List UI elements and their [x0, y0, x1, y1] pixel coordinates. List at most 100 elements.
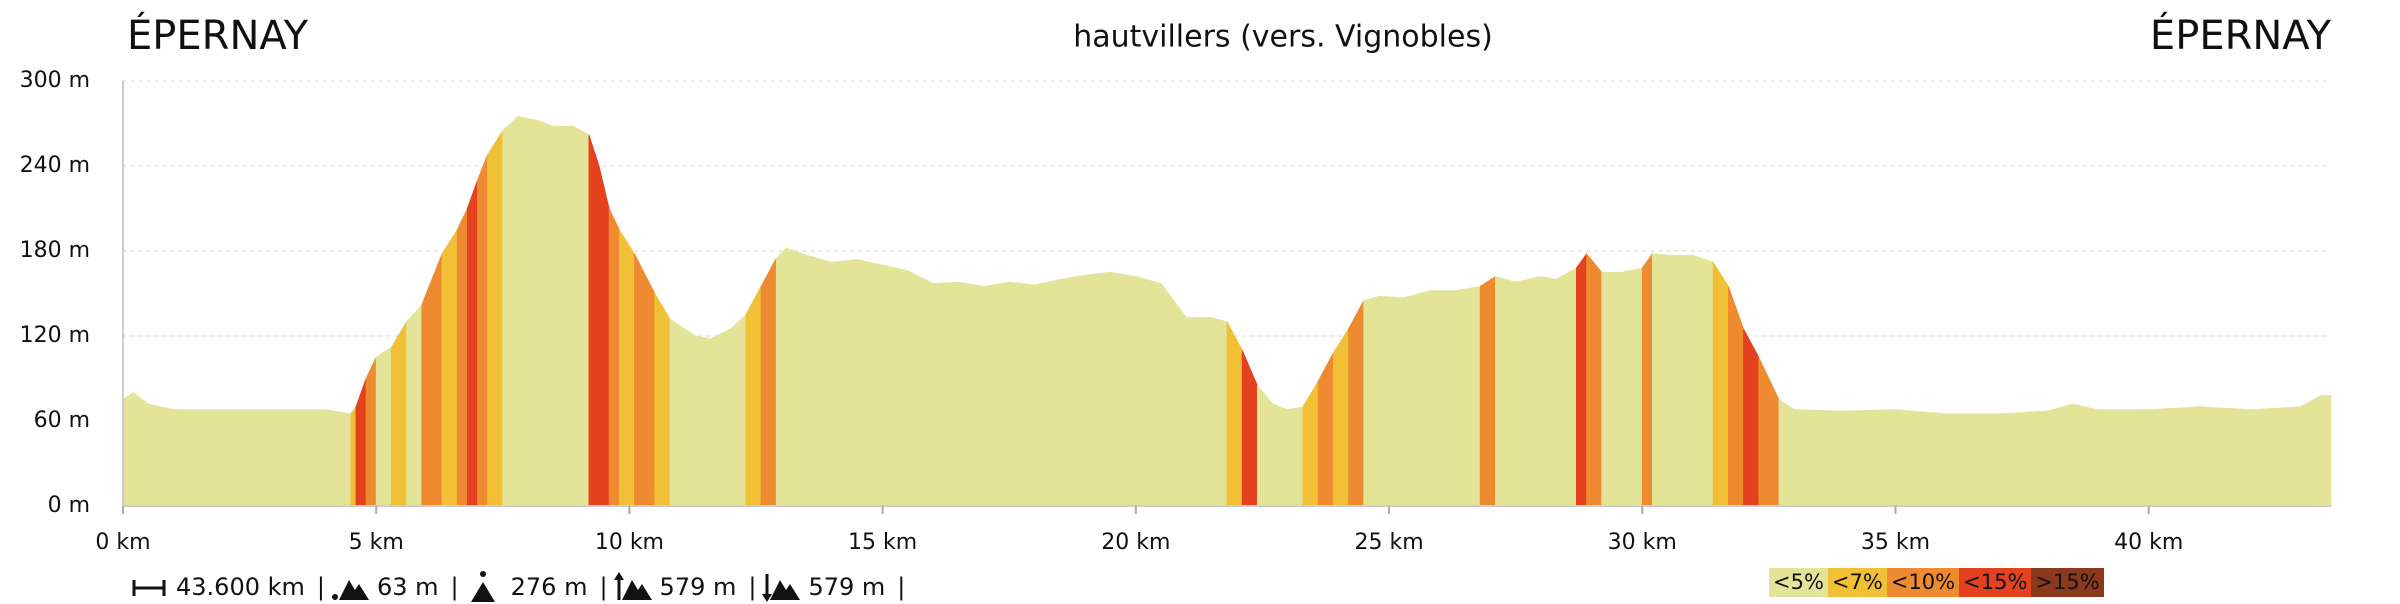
grade-segment — [1429, 290, 1456, 507]
legend-item: <5% — [1769, 568, 1828, 597]
end-label: ÉPERNAY — [2150, 11, 2332, 59]
grade-segment — [1332, 327, 1349, 507]
y-tick-label: 180 m — [20, 238, 90, 263]
grade-segment — [1008, 281, 1035, 507]
grade-segment — [477, 154, 489, 507]
grade-segment — [1945, 413, 1998, 507]
grade-segment — [502, 115, 519, 507]
grade-segment — [806, 254, 833, 507]
grade-segment — [1034, 278, 1061, 507]
grade-segment — [350, 405, 357, 507]
grade-segment — [1793, 409, 1846, 507]
grade-segment — [1454, 285, 1481, 507]
grade-segment — [1540, 276, 1557, 507]
grade-segment — [355, 378, 367, 507]
grade-segment — [2148, 406, 2200, 507]
chart: ÉPERNAY hautvillers (vers. Vignobles) ÉP… — [20, 11, 2332, 555]
separator: | — [450, 573, 459, 601]
grade-segment — [932, 281, 959, 507]
grade-segment — [588, 134, 600, 507]
y-tick-label: 60 m — [34, 408, 90, 433]
x-tick-label: 30 km — [1608, 530, 1677, 555]
grade-segment — [634, 253, 656, 507]
grade-segment — [466, 180, 478, 507]
grade-segment — [537, 120, 554, 507]
x-tick-label: 20 km — [1101, 530, 1170, 555]
stat-icon — [132, 580, 166, 596]
grade-segment — [1317, 352, 1334, 507]
x-tick-label: 15 km — [848, 530, 917, 555]
y-tick-label: 300 m — [20, 68, 90, 93]
grade-segment — [1576, 252, 1587, 507]
grade-segment — [1186, 317, 1213, 507]
grade-segment — [1348, 300, 1365, 507]
grade-segment — [2300, 394, 2322, 507]
stat-icon — [613, 572, 652, 600]
grade-segment — [1110, 271, 1137, 507]
y-tick-label: 240 m — [20, 153, 90, 178]
grade-segment — [1479, 275, 1496, 507]
grade-segment — [1256, 384, 1273, 507]
x-tick-label: 35 km — [1861, 530, 1930, 555]
grade-segment — [1495, 275, 1517, 507]
grade-segment — [365, 357, 377, 507]
grade-segment — [1743, 328, 1760, 507]
grade-segment — [132, 391, 149, 507]
grade-segment — [406, 303, 423, 507]
grade-segment — [2072, 403, 2099, 507]
grade-segment — [223, 409, 276, 507]
grade-segment — [274, 409, 326, 507]
grade-segment — [431, 253, 443, 507]
legend-item: <15% — [1959, 568, 2032, 597]
separator: | — [599, 573, 608, 601]
grade-segment — [907, 270, 934, 507]
stat-icon — [331, 580, 369, 600]
grade-segment — [487, 129, 504, 507]
stat-value: 63 m — [376, 573, 439, 601]
grade-segment — [1363, 295, 1380, 507]
stat-icon — [470, 571, 495, 602]
grade-segment — [1727, 286, 1744, 507]
grade-segment — [1272, 403, 1289, 507]
grade-segment — [1302, 379, 1319, 507]
grade-segment — [775, 247, 787, 507]
grade-segment — [441, 228, 458, 507]
legend-item: <10% — [1886, 568, 1960, 597]
grade-segment — [421, 279, 433, 507]
grade-segment — [1667, 254, 1694, 507]
grade-segment — [1996, 410, 2048, 507]
stat-value: 579 m — [659, 573, 737, 601]
separator: | — [897, 573, 906, 601]
stat-value: 579 m — [808, 573, 886, 601]
grade-segment — [608, 208, 620, 507]
y-tick-label: 120 m — [20, 323, 90, 348]
grade-segment — [958, 281, 985, 507]
grade-segment — [2249, 406, 2302, 507]
grade-segment — [1287, 406, 1304, 507]
grade-segment — [1586, 252, 1603, 507]
grade-segment — [654, 292, 671, 507]
grade-segment — [1778, 399, 1795, 507]
grade-segment — [694, 335, 711, 507]
grade-segment — [1758, 357, 1780, 507]
grade-segment — [1059, 274, 1086, 507]
grade-segment — [1641, 252, 1653, 507]
stat-value: 276 m — [510, 573, 588, 601]
grade-segment — [1621, 267, 1643, 507]
stat-value: 43.600 km — [176, 573, 305, 601]
grade-segment — [598, 165, 610, 507]
stats-bar: 43.600 km | 63 m | 276 m | 579 m | 579 m | — [130, 570, 911, 604]
grade-segment — [1135, 275, 1162, 507]
grade-segment — [1515, 276, 1542, 507]
grade-segment — [2198, 406, 2251, 507]
grade-segment — [1692, 254, 1714, 507]
grade-segment — [669, 318, 696, 507]
grade-segment — [2320, 395, 2332, 507]
grade-segment — [710, 328, 732, 507]
grade-segment — [1084, 271, 1111, 507]
grade-segment — [1403, 290, 1430, 507]
grade-segment — [1601, 271, 1623, 507]
x-tick-label: 40 km — [2114, 530, 2183, 555]
x-tick-label: 0 km — [95, 530, 150, 555]
